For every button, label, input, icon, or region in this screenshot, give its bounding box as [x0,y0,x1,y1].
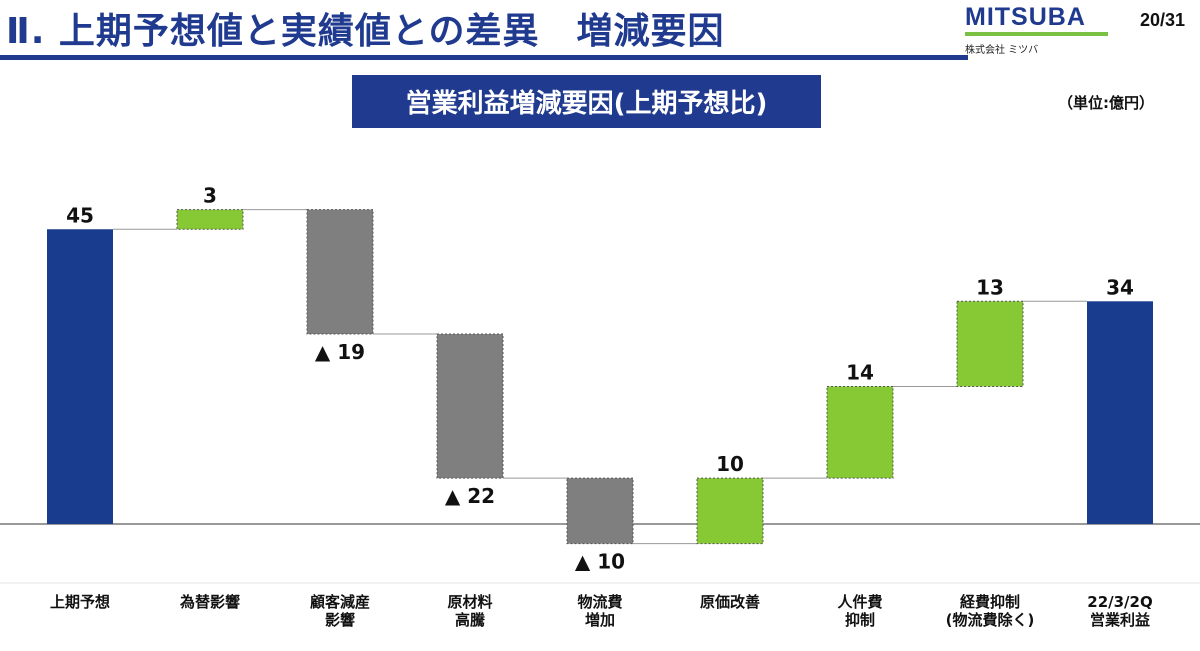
data-label-6: 10 [716,452,744,476]
category-label-5: 物流費 増加 [577,593,623,629]
company-logo: MITSUBA 株式会社 ミツバ [965,4,1110,56]
title-underline [0,55,968,60]
logo-wordmark: MITSUBA [965,3,1086,31]
bar-2 [176,209,244,230]
data-label-2: 3 [203,184,217,208]
bar-5 [566,477,634,545]
bar-6 [696,477,764,545]
category-label-9: 22/3/2Q 営業利益 [1087,593,1153,629]
logo-subtext: 株式会社 ミツバ [965,45,1039,56]
page-number: 20/31 [1140,10,1186,30]
bar-1 [47,229,113,524]
data-label-4: ▲ 22 [445,484,495,508]
category-label-3: 顧客減産 影響 [309,593,370,629]
bar-8 [956,300,1024,387]
chart-title: 営業利益増減要因(上期予想比) [352,75,821,128]
bar-7 [826,385,894,479]
page-title: Ⅱ. 上期予想値と実績値との差異 増減要因 [6,11,725,52]
unit-label: （単位:億円） [1058,94,1154,112]
category-label-4: 原材料 高騰 [447,593,493,629]
data-label-1: 45 [66,203,94,227]
data-label-5: ▲ 10 [575,550,625,574]
category-label-1: 上期予想 [49,593,110,611]
data-label-7: 14 [846,360,874,384]
data-label-3: ▲ 19 [315,340,365,364]
category-label-8: 経費抑制 (物流費除く) [945,593,1035,629]
category-label-2: 為替影響 [179,593,240,611]
category-label-6: 原価改善 [699,593,760,611]
data-label-9: 34 [1106,275,1134,299]
category-label-7: 人件費 抑制 [837,593,883,629]
logo-bar [965,32,1108,36]
data-label-8: 13 [976,275,1004,299]
bar-3 [306,209,374,335]
bar-4 [436,333,504,479]
bar-9 [1087,301,1153,524]
